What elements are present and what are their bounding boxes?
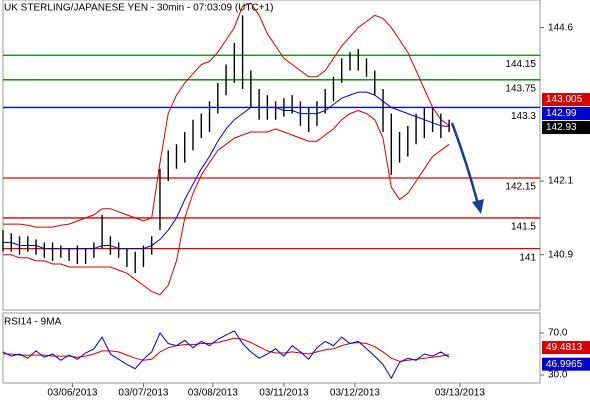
y-tick-label: 144.6 <box>548 22 573 33</box>
y-tick-label: 140.9 <box>548 249 573 260</box>
y-tick-label: 70.0 <box>548 328 568 339</box>
last-value-box <box>542 357 590 371</box>
last-value-box <box>542 121 590 135</box>
rsi-title: RSI14 - 9MA <box>4 317 62 328</box>
rsi-panel-frame <box>2 312 541 384</box>
last-value-label: 143.005 <box>546 94 583 105</box>
last-value-label: 49.4813 <box>546 342 583 353</box>
last-value-label: 142.99 <box>546 108 577 119</box>
last-value-box <box>542 341 590 355</box>
forecast-arrow <box>450 122 480 205</box>
series-line <box>2 330 450 380</box>
x-tick-label: 03/12/2013 <box>330 388 380 399</box>
x-tick-label: 03/06/2013 <box>47 388 97 399</box>
chart-title: UK STERLING/JAPANESE YEN - 30min - 07:03… <box>4 3 273 14</box>
level-label: 144.15 <box>505 59 536 70</box>
x-tick-label: 03/11/2013 <box>259 388 309 399</box>
level-label: 141.5 <box>511 222 536 233</box>
last-value-label: 46.9965 <box>546 359 583 370</box>
last-value-box <box>542 107 590 121</box>
series-line <box>3 109 450 296</box>
last-value-box <box>542 93 590 107</box>
price-panel-frame <box>2 0 541 311</box>
level-label: 143.75 <box>505 83 536 94</box>
level-label: 141 <box>519 252 536 263</box>
level-label: 143.3 <box>511 111 536 122</box>
forecast-arrowhead <box>472 199 484 214</box>
x-tick-label: 03/13/2013 <box>435 388 485 399</box>
x-tick-label: 03/08/2013 <box>188 388 238 399</box>
level-label: 142.15 <box>505 182 536 193</box>
series-line <box>3 337 450 362</box>
x-tick-label: 03/07/2013 <box>118 388 168 399</box>
series-line <box>3 2 450 228</box>
y-tick-label: 30.0 <box>548 370 568 381</box>
last-value-label: 142.93 <box>546 122 577 133</box>
y-tick-label: 142.1 <box>548 176 573 187</box>
